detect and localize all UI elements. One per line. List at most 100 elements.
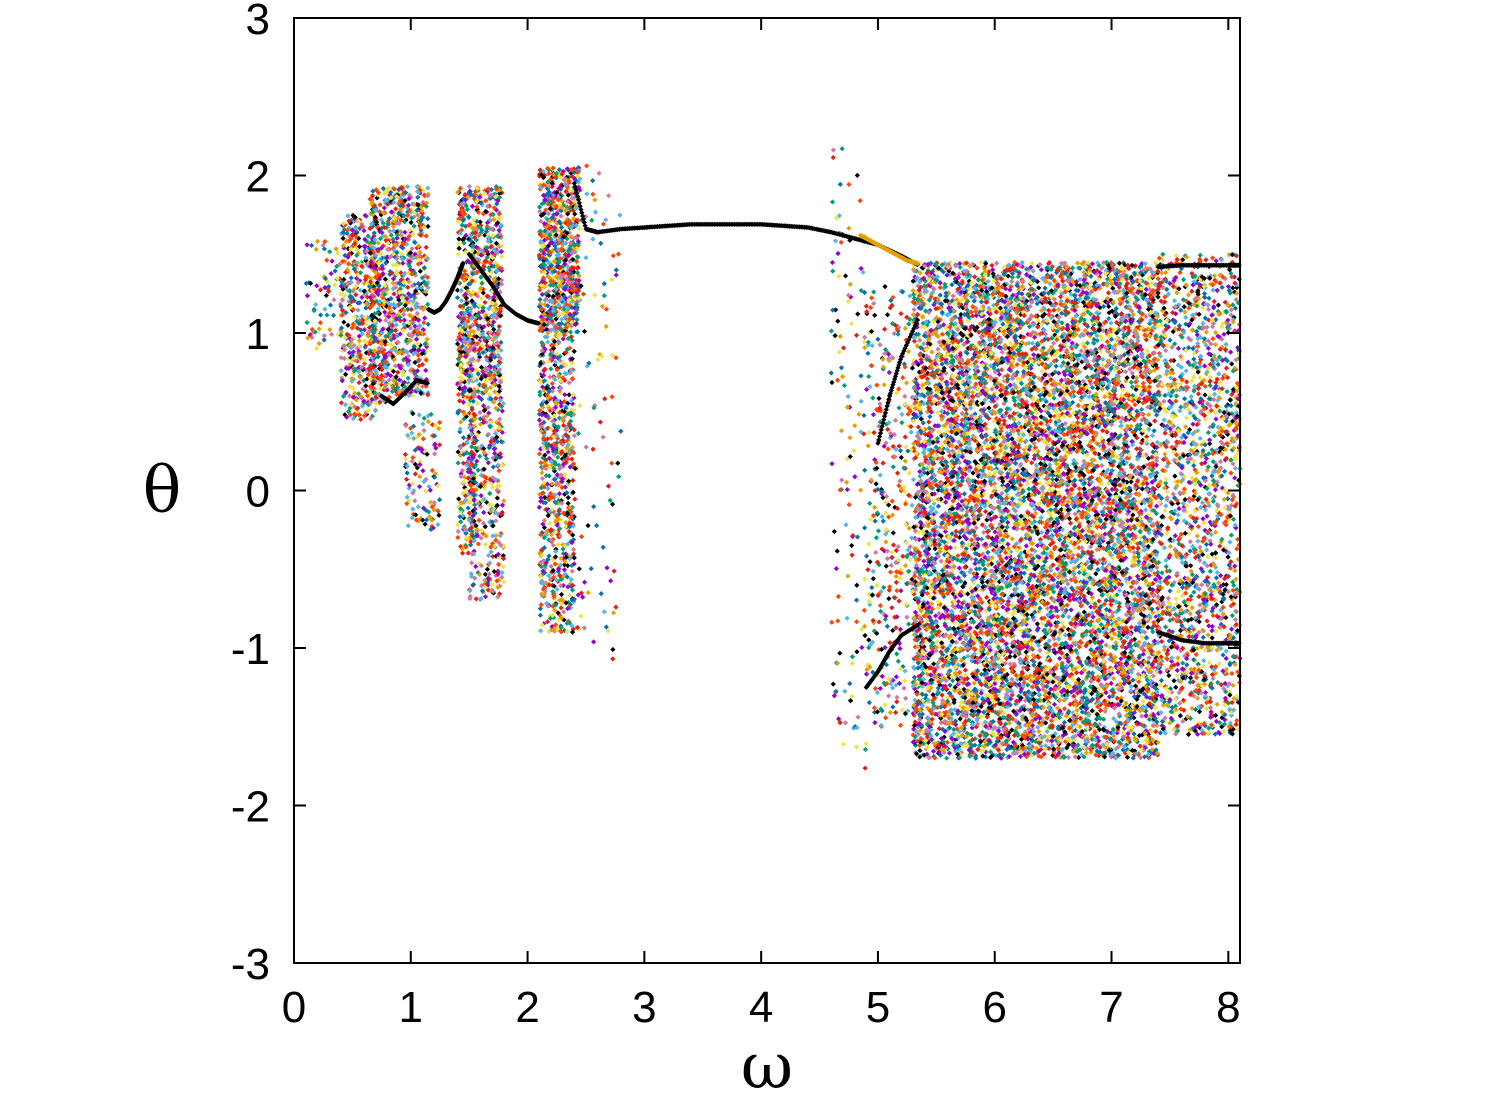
data-point (832, 333, 838, 339)
data-point (324, 278, 330, 285)
data-point (536, 504, 542, 510)
data-point (423, 507, 429, 513)
data-point (413, 388, 420, 394)
data-point (382, 339, 388, 345)
data-point (369, 333, 375, 339)
data-point (422, 521, 428, 527)
data-point (420, 201, 427, 208)
data-point (343, 365, 350, 372)
data-point (595, 356, 601, 363)
data-point (378, 341, 385, 347)
data-point (935, 346, 941, 352)
data-point (417, 268, 423, 274)
data-point (425, 419, 431, 425)
data-point (858, 398, 864, 404)
data-point (480, 286, 486, 292)
data-point (382, 359, 388, 365)
data-point (350, 288, 356, 294)
data-point (836, 349, 843, 355)
data-point (485, 460, 491, 466)
data-point (381, 224, 387, 231)
data-point (601, 293, 607, 299)
data-point (388, 347, 394, 354)
data-point (421, 282, 427, 289)
data-point (381, 364, 388, 370)
data-point (581, 579, 588, 585)
data-point (474, 458, 480, 464)
data-point (408, 332, 414, 338)
data-point (312, 329, 318, 335)
data-point (538, 460, 544, 466)
data-point (358, 393, 364, 400)
data-point (413, 370, 419, 376)
data-point (341, 393, 347, 399)
data-point (365, 333, 371, 339)
data-point (406, 320, 412, 326)
data-point (423, 281, 429, 287)
data-point (397, 197, 403, 204)
data-point (364, 315, 371, 321)
data-point (415, 261, 421, 267)
data-point (417, 474, 423, 480)
data-point (410, 368, 417, 374)
data-point (404, 470, 410, 476)
data-point (304, 319, 310, 326)
data-point (393, 374, 399, 380)
data-point (455, 449, 461, 455)
data-point (855, 311, 861, 317)
data-point (414, 310, 420, 316)
data-point (347, 233, 353, 240)
data-point (578, 613, 584, 619)
data-point (379, 255, 385, 261)
data-point (420, 517, 426, 523)
data-point (370, 359, 376, 365)
data-point (365, 397, 371, 403)
data-point (370, 188, 376, 194)
data-point (321, 337, 327, 343)
data-point (498, 265, 504, 272)
data-point (539, 291, 545, 298)
data-point (410, 490, 416, 496)
data-point (1035, 317, 1041, 324)
data-point (358, 364, 365, 370)
data-point (470, 513, 476, 519)
data-point (353, 397, 359, 403)
data-point (335, 332, 341, 338)
data-point (591, 639, 597, 645)
data-point (581, 625, 587, 631)
data-point (465, 550, 471, 556)
data-point (415, 375, 421, 381)
data-point (395, 215, 401, 221)
data-point (376, 260, 382, 266)
data-point (370, 203, 377, 209)
data-point (327, 249, 333, 255)
data-point (412, 461, 418, 467)
data-point (413, 349, 419, 355)
data-point (462, 497, 469, 503)
data-point (382, 191, 388, 197)
data-point (375, 189, 381, 196)
data-point (428, 526, 434, 533)
data-point (389, 322, 396, 328)
data-point (374, 261, 380, 267)
data-point (831, 528, 837, 535)
data-point (375, 192, 381, 198)
data-point (343, 310, 349, 316)
data-point (425, 256, 431, 262)
data-point (346, 238, 352, 244)
data-point (339, 378, 345, 384)
data-point (369, 239, 375, 245)
data-point (371, 212, 377, 218)
data-point (394, 262, 400, 268)
data-point (356, 379, 362, 386)
data-points-layer (303, 146, 1243, 771)
data-point (571, 348, 577, 354)
data-point (415, 504, 421, 510)
data-point (846, 181, 852, 188)
data-point (466, 491, 472, 497)
data-point (464, 307, 470, 313)
data-point (490, 523, 496, 529)
data-point (403, 423, 409, 429)
data-point (406, 357, 412, 364)
data-point (316, 341, 322, 347)
